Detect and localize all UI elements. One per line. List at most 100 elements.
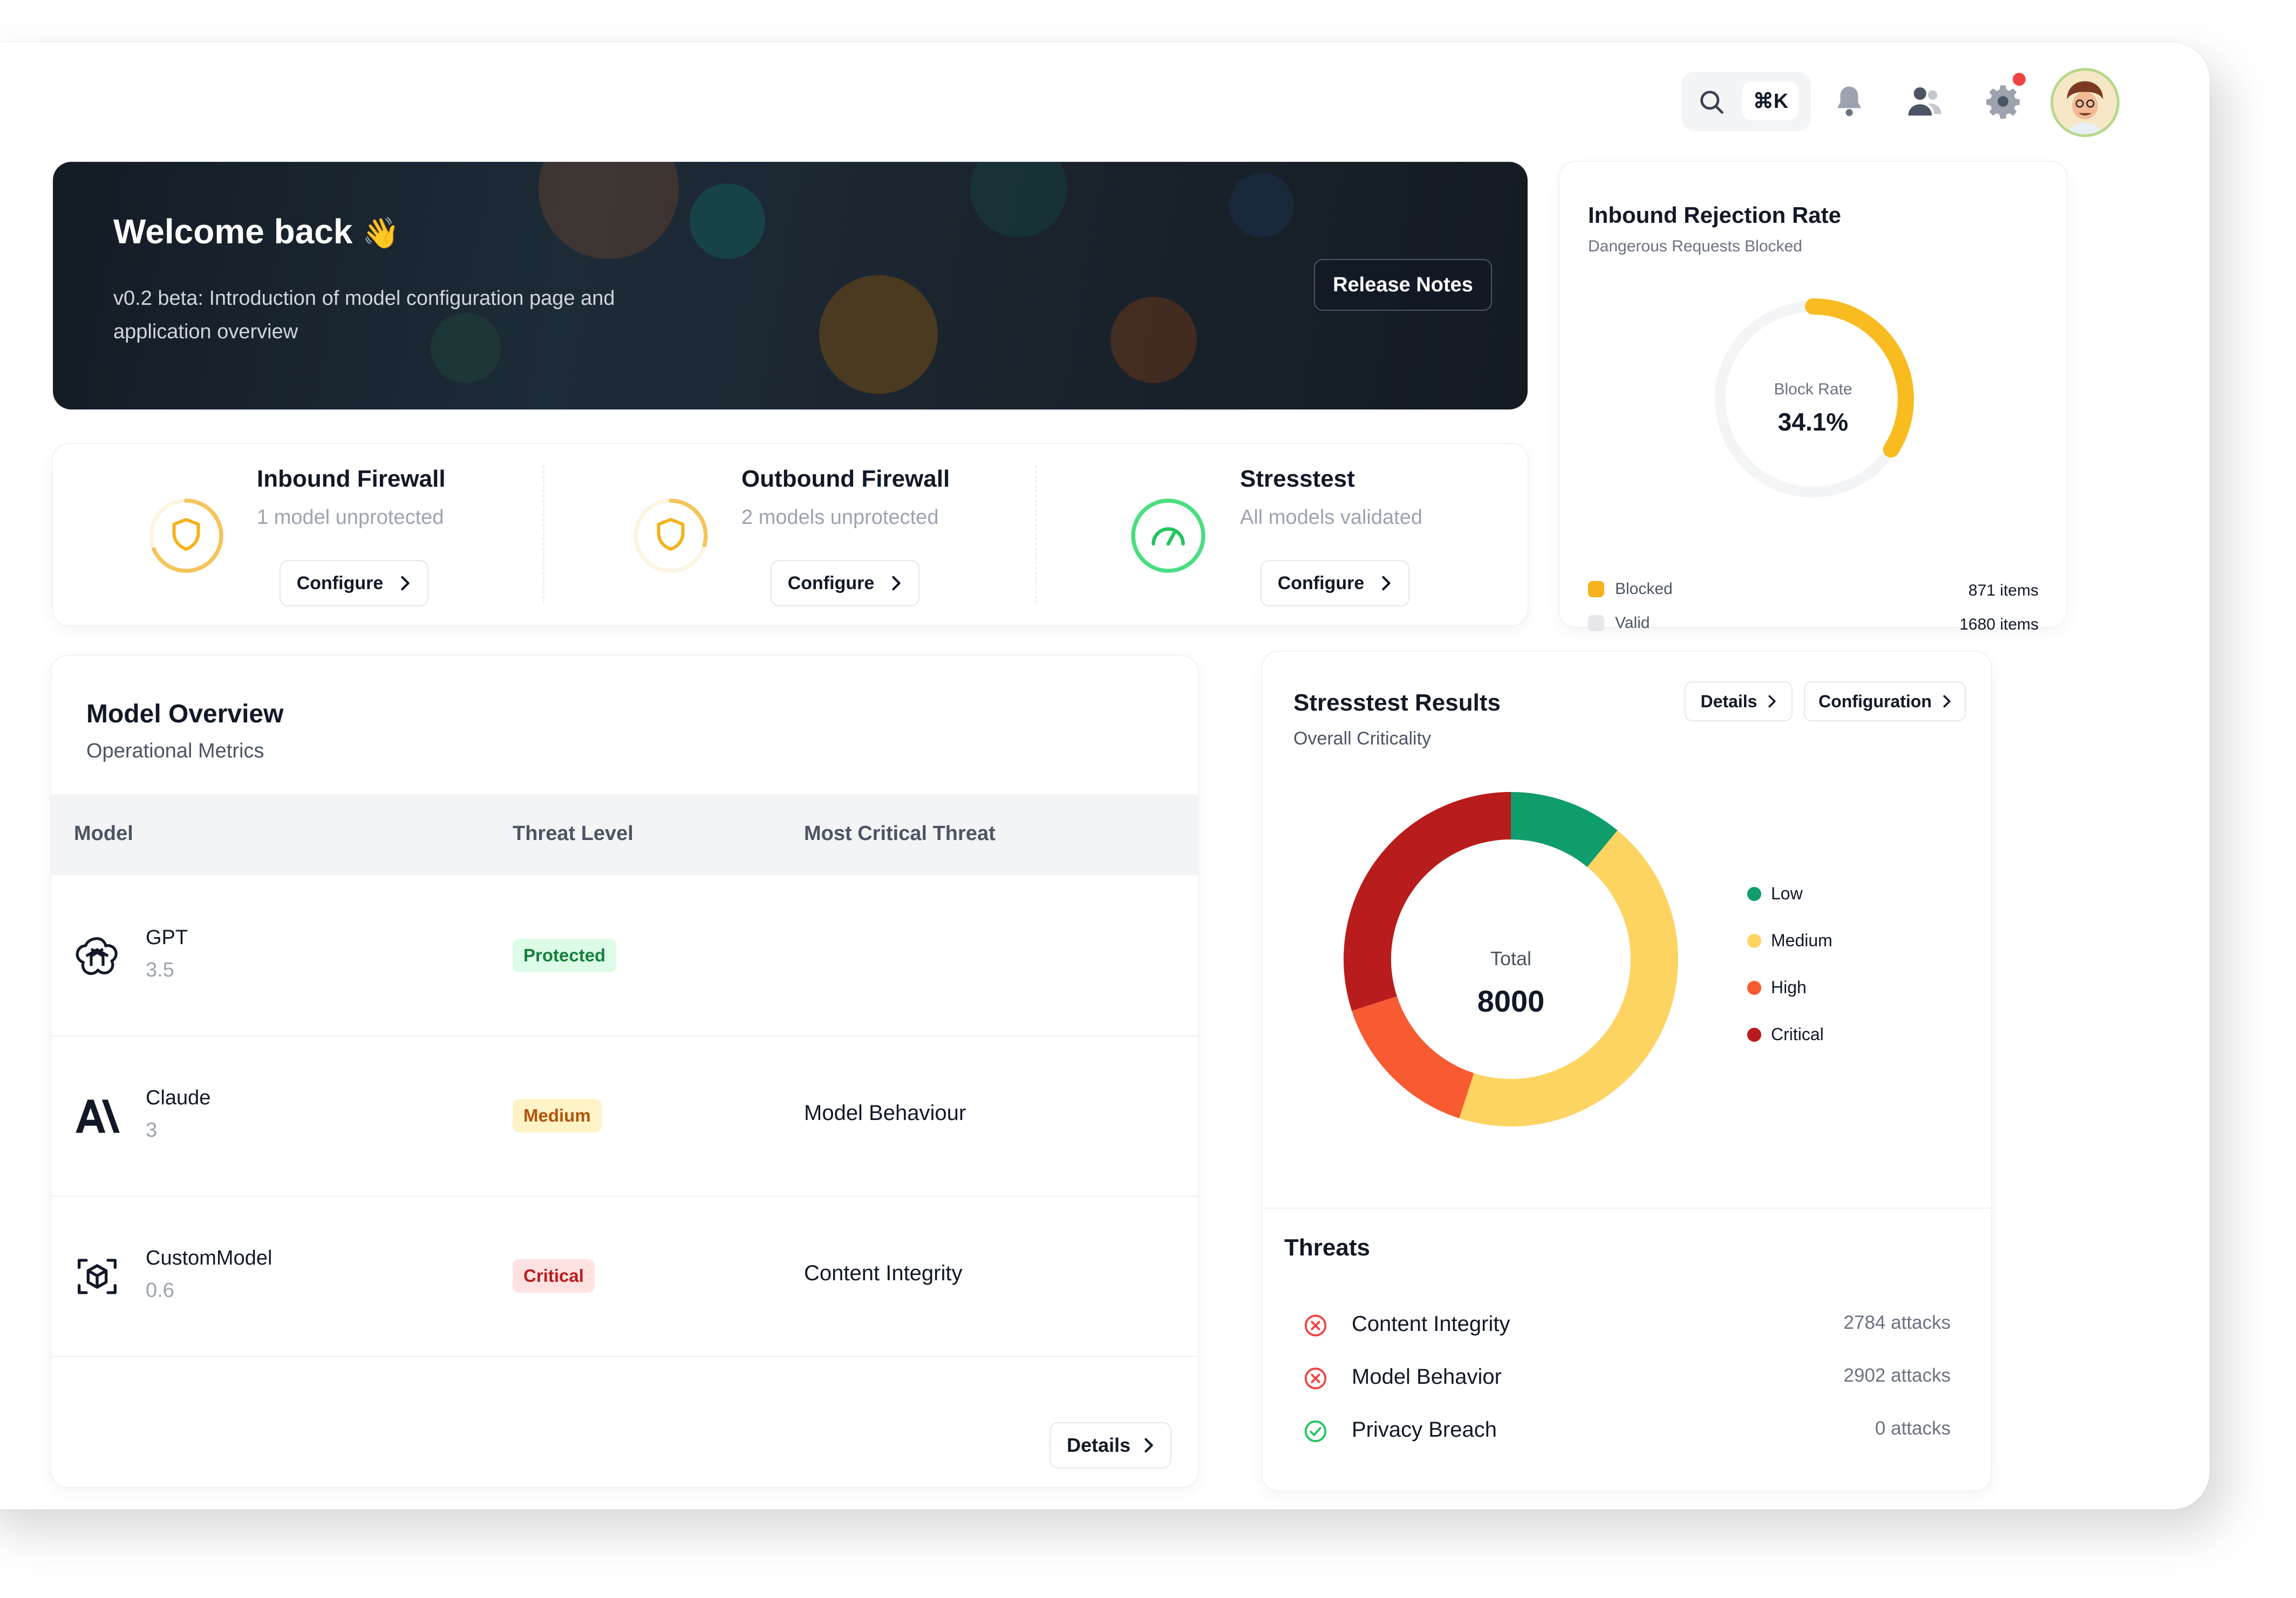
wave-emoji: 👋 <box>362 216 400 250</box>
gear-icon <box>1986 85 2020 119</box>
donut-slice-critical[interactable] <box>1344 792 1511 1011</box>
donut-slice-high[interactable] <box>1352 996 1474 1118</box>
donut-total-label: Total <box>1490 947 1532 969</box>
inbound-rejection-card: Inbound Rejection Rate Dangerous Request… <box>1559 162 2067 633</box>
x-circle-icon <box>1304 1314 1327 1337</box>
donut-total-value: 8000 <box>1477 984 1545 1018</box>
decor-bubble <box>1110 297 1197 383</box>
chevron-right-icon <box>1144 1438 1153 1453</box>
decor-bubble <box>819 275 938 394</box>
block-rate-gauge <box>1712 298 1914 500</box>
table-row[interactable]: GPT 3.5 Protected <box>51 875 1198 1037</box>
legend-dot <box>1747 886 1761 901</box>
check-circle-icon <box>1304 1420 1327 1443</box>
stresstest-title: Stresstest <box>1240 466 1355 492</box>
legend-dot <box>1747 1027 1761 1042</box>
chevron-right-icon <box>1768 695 1776 708</box>
avatar-icon <box>2053 71 2117 134</box>
stresstest-results-subtitle: Overall Criticality <box>1293 728 1432 749</box>
rejection-subtitle: Dangerous Requests Blocked <box>1588 237 1802 255</box>
model-version: 0.6 <box>146 1279 174 1302</box>
threat-row[interactable]: Model Behavior 2902 attacks <box>1303 1362 1951 1394</box>
welcome-subtitle: v0.2 beta: Introduction of model configu… <box>113 287 615 343</box>
users-button[interactable] <box>1900 77 1949 126</box>
release-notes-button[interactable]: Release Notes <box>1314 259 1492 311</box>
inbound-configure-button[interactable]: Configure <box>280 560 428 606</box>
status-badge: Critical <box>513 1259 595 1293</box>
chevron-right-icon <box>892 576 901 591</box>
model-details-button[interactable]: Details <box>1050 1422 1171 1469</box>
legend-blocked: Blocked <box>1588 580 1673 598</box>
stresstest-configure-button[interactable]: Configure <box>1261 560 1409 606</box>
shield-icon <box>657 518 685 551</box>
search-icon <box>1700 91 1723 114</box>
decor-bubble <box>690 183 765 259</box>
model-version: 3 <box>146 1119 158 1142</box>
stresstest-subtitle: All models validated <box>1240 506 1422 529</box>
legend-item-high: High <box>1747 978 1807 998</box>
threat-name: Model Behavior <box>1352 1365 1502 1389</box>
legend-dot <box>1747 933 1761 948</box>
critical-threat: Content Integrity <box>804 1261 963 1285</box>
status-badge: Protected <box>513 939 617 972</box>
donut-slice-low[interactable] <box>1511 792 1618 867</box>
stresstest-results-card: Stresstest Results Overall Criticality D… <box>1263 652 1991 1491</box>
model-name: Claude <box>146 1087 211 1109</box>
table-row[interactable]: Claude 3 Medium Model Behaviour <box>51 1035 1198 1197</box>
legend-item-low: Low <box>1747 884 1803 904</box>
legend-valid: Valid <box>1588 614 1650 632</box>
threat-count: 2784 attacks <box>1843 1312 1951 1333</box>
shortcut-hint: ⌘K <box>1742 81 1799 120</box>
column-header-model: Model <box>74 822 133 845</box>
divider <box>1035 466 1037 604</box>
chevron-right-icon <box>1943 695 1951 708</box>
column-header-critical-threat: Most Critical Threat <box>804 822 996 845</box>
bell-icon <box>1837 86 1861 117</box>
legend-swatch <box>1588 615 1604 631</box>
configure-label: Configure <box>296 572 384 593</box>
chevron-right-icon <box>401 576 410 591</box>
threat-row[interactable]: Content Integrity 2784 attacks <box>1303 1309 1951 1341</box>
decor-bubble <box>539 162 679 259</box>
column-header-threat-level: Threat Level <box>513 822 633 845</box>
decor-bubble <box>1229 173 1294 237</box>
app-window: ⌘K <box>0 42 2210 1510</box>
search-button[interactable]: ⌘K <box>1681 72 1811 131</box>
stresstest-configuration-button[interactable]: Configuration <box>1804 681 1966 721</box>
threat-name: Content Integrity <box>1352 1312 1510 1336</box>
valid-count: 1680 items <box>1959 616 2039 633</box>
blocked-count: 871 items <box>1968 582 2039 599</box>
threat-count: 0 attacks <box>1875 1418 1951 1439</box>
notification-dot <box>2013 73 2026 86</box>
legend-label: Critical <box>1771 1025 1824 1044</box>
configure-label: Configure <box>787 572 875 593</box>
threat-count: 2902 attacks <box>1843 1365 1951 1386</box>
status-badge: Medium <box>513 1099 602 1132</box>
model-overview-title: Model Overview <box>86 700 284 728</box>
model-overview-subtitle: Operational Metrics <box>86 740 264 762</box>
settings-button[interactable] <box>1979 77 2027 126</box>
inbound-firewall-subtitle: 1 model unprotected <box>257 506 444 529</box>
model-version: 3.5 <box>146 959 174 981</box>
inbound-status-ring <box>149 498 223 573</box>
gauge-icon <box>1152 527 1185 546</box>
welcome-banner: Welcome back 👋 v0.2 beta: Introduction o… <box>53 162 1528 409</box>
donut-slice-medium[interactable] <box>1459 830 1678 1126</box>
rejection-title: Inbound Rejection Rate <box>1588 202 1842 228</box>
outbound-firewall-subtitle: 2 models unprotected <box>741 506 939 529</box>
cube-icon <box>73 1252 121 1301</box>
decor-bubble <box>431 313 501 383</box>
gauge-arc <box>1712 298 1914 500</box>
block-rate-value: 34.1% <box>1777 408 1849 436</box>
legend-label: High <box>1771 978 1807 997</box>
avatar[interactable] <box>2050 68 2120 137</box>
legend-label: Low <box>1771 884 1803 903</box>
legend-item-critical: Critical <box>1747 1025 1824 1044</box>
threat-row[interactable]: Privacy Breach 0 attacks <box>1303 1415 1951 1447</box>
stresstest-results-title: Stresstest Results <box>1293 689 1501 716</box>
stresstest-details-button[interactable]: Details <box>1685 681 1793 721</box>
notifications-button[interactable] <box>1825 77 1873 126</box>
outbound-configure-button[interactable]: Configure <box>771 560 919 606</box>
critical-threat: Model Behaviour <box>804 1101 966 1125</box>
table-row[interactable]: CustomModel 0.6 Critical Content Integri… <box>51 1196 1198 1357</box>
